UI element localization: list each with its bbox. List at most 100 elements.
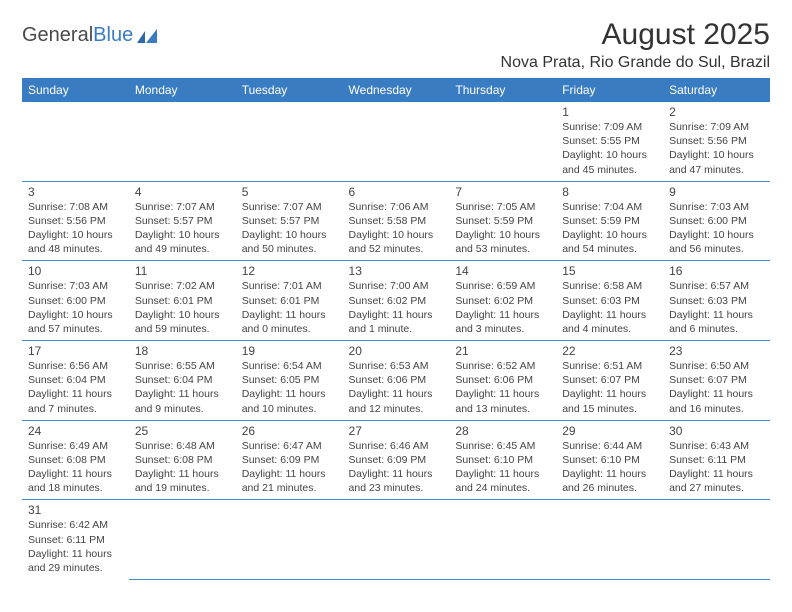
daylight-line: Daylight: 11 hours and 0 minutes.	[242, 308, 337, 336]
sunrise-line: Sunrise: 6:57 AM	[669, 279, 764, 293]
calendar-cell: 8Sunrise: 7:04 AMSunset: 5:59 PMDaylight…	[556, 181, 663, 261]
daylight-line: Daylight: 11 hours and 16 minutes.	[669, 387, 764, 415]
sunset-line: Sunset: 6:03 PM	[562, 294, 657, 308]
daylight-line: Daylight: 11 hours and 6 minutes.	[669, 308, 764, 336]
sunrise-line: Sunrise: 7:01 AM	[242, 279, 337, 293]
calendar-cell: 14Sunrise: 6:59 AMSunset: 6:02 PMDayligh…	[449, 261, 556, 341]
daylight-line: Daylight: 11 hours and 9 minutes.	[135, 387, 230, 415]
day-number: 3	[28, 185, 123, 199]
calendar-cell: 9Sunrise: 7:03 AMSunset: 6:00 PMDaylight…	[663, 181, 770, 261]
daylight-line: Daylight: 11 hours and 13 minutes.	[455, 387, 550, 415]
sunrise-line: Sunrise: 6:55 AM	[135, 359, 230, 373]
day-number: 31	[28, 503, 123, 517]
sunrise-line: Sunrise: 6:42 AM	[28, 518, 123, 532]
calendar-cell: 2Sunrise: 7:09 AMSunset: 5:56 PMDaylight…	[663, 102, 770, 181]
sunrise-line: Sunrise: 6:44 AM	[562, 439, 657, 453]
sunset-line: Sunset: 6:01 PM	[135, 294, 230, 308]
daylight-line: Daylight: 10 hours and 59 minutes.	[135, 308, 230, 336]
calendar-cell-empty	[22, 102, 129, 181]
daylight-line: Daylight: 11 hours and 12 minutes.	[349, 387, 444, 415]
logo: GeneralBlue	[22, 24, 159, 47]
sunset-line: Sunset: 5:59 PM	[562, 214, 657, 228]
calendar-cell: 30Sunrise: 6:43 AMSunset: 6:11 PMDayligh…	[663, 420, 770, 500]
sunrise-line: Sunrise: 7:05 AM	[455, 200, 550, 214]
day-number: 16	[669, 264, 764, 278]
daylight-line: Daylight: 10 hours and 48 minutes.	[28, 228, 123, 256]
calendar-cell: 3Sunrise: 7:08 AMSunset: 5:56 PMDaylight…	[22, 181, 129, 261]
daylight-line: Daylight: 11 hours and 1 minute.	[349, 308, 444, 336]
logo-text-2: Blue	[93, 24, 133, 46]
calendar-cell: 19Sunrise: 6:54 AMSunset: 6:05 PMDayligh…	[236, 341, 343, 421]
calendar-cell: 25Sunrise: 6:48 AMSunset: 6:08 PMDayligh…	[129, 420, 236, 500]
day-number: 10	[28, 264, 123, 278]
sunrise-line: Sunrise: 7:02 AM	[135, 279, 230, 293]
sunrise-line: Sunrise: 6:50 AM	[669, 359, 764, 373]
sunset-line: Sunset: 6:04 PM	[135, 373, 230, 387]
sunrise-line: Sunrise: 6:43 AM	[669, 439, 764, 453]
daylight-line: Daylight: 11 hours and 27 minutes.	[669, 467, 764, 495]
sunrise-line: Sunrise: 7:03 AM	[669, 200, 764, 214]
calendar-cell-empty	[129, 102, 236, 181]
sunrise-line: Sunrise: 7:09 AM	[562, 120, 657, 134]
day-header: Friday	[556, 78, 663, 102]
calendar-cell-empty	[343, 102, 450, 181]
day-number: 11	[135, 264, 230, 278]
daylight-line: Daylight: 11 hours and 10 minutes.	[242, 387, 337, 415]
calendar-cell: 22Sunrise: 6:51 AMSunset: 6:07 PMDayligh…	[556, 341, 663, 421]
daylight-line: Daylight: 10 hours and 50 minutes.	[242, 228, 337, 256]
calendar-cell: 17Sunrise: 6:56 AMSunset: 6:04 PMDayligh…	[22, 341, 129, 421]
calendar-cell: 18Sunrise: 6:55 AMSunset: 6:04 PMDayligh…	[129, 341, 236, 421]
sunrise-line: Sunrise: 6:58 AM	[562, 279, 657, 293]
calendar-cell: 24Sunrise: 6:49 AMSunset: 6:08 PMDayligh…	[22, 420, 129, 500]
calendar-cell: 21Sunrise: 6:52 AMSunset: 6:06 PMDayligh…	[449, 341, 556, 421]
day-number: 15	[562, 264, 657, 278]
daylight-line: Daylight: 11 hours and 15 minutes.	[562, 387, 657, 415]
calendar-cell: 15Sunrise: 6:58 AMSunset: 6:03 PMDayligh…	[556, 261, 663, 341]
sunset-line: Sunset: 5:55 PM	[562, 134, 657, 148]
calendar-cell: 1Sunrise: 7:09 AMSunset: 5:55 PMDaylight…	[556, 102, 663, 181]
calendar-cell: 16Sunrise: 6:57 AMSunset: 6:03 PMDayligh…	[663, 261, 770, 341]
daylight-line: Daylight: 10 hours and 53 minutes.	[455, 228, 550, 256]
sunset-line: Sunset: 5:57 PM	[242, 214, 337, 228]
sunset-line: Sunset: 6:04 PM	[28, 373, 123, 387]
calendar-cell: 6Sunrise: 7:06 AMSunset: 5:58 PMDaylight…	[343, 181, 450, 261]
sunrise-line: Sunrise: 6:46 AM	[349, 439, 444, 453]
page-title: August 2025	[501, 18, 770, 52]
day-number: 9	[669, 185, 764, 199]
day-header: Wednesday	[343, 78, 450, 102]
sunset-line: Sunset: 6:08 PM	[28, 453, 123, 467]
daylight-line: Daylight: 11 hours and 23 minutes.	[349, 467, 444, 495]
sunrise-line: Sunrise: 7:07 AM	[135, 200, 230, 214]
sunrise-line: Sunrise: 6:53 AM	[349, 359, 444, 373]
day-number: 24	[28, 424, 123, 438]
day-header: Thursday	[449, 78, 556, 102]
sunset-line: Sunset: 6:06 PM	[349, 373, 444, 387]
calendar-cell: 20Sunrise: 6:53 AMSunset: 6:06 PMDayligh…	[343, 341, 450, 421]
day-number: 28	[455, 424, 550, 438]
daylight-line: Daylight: 11 hours and 24 minutes.	[455, 467, 550, 495]
day-number: 23	[669, 344, 764, 358]
day-number: 14	[455, 264, 550, 278]
sunrise-line: Sunrise: 7:08 AM	[28, 200, 123, 214]
sunrise-line: Sunrise: 6:59 AM	[455, 279, 550, 293]
daylight-line: Daylight: 11 hours and 4 minutes.	[562, 308, 657, 336]
logo-text: GeneralBlue	[22, 24, 133, 47]
calendar-cell: 26Sunrise: 6:47 AMSunset: 6:09 PMDayligh…	[236, 420, 343, 500]
sunset-line: Sunset: 6:03 PM	[669, 294, 764, 308]
calendar-body: 1Sunrise: 7:09 AMSunset: 5:55 PM Daylight…	[22, 102, 770, 579]
calendar-row: 1Sunrise: 7:09 AMSunset: 5:55 PMDaylight…	[22, 102, 770, 181]
calendar-cell-empty	[663, 500, 770, 579]
calendar-cell: 28Sunrise: 6:45 AMSunset: 6:10 PMDayligh…	[449, 420, 556, 500]
day-number: 2	[669, 105, 764, 119]
sunset-line: Sunset: 6:10 PM	[455, 453, 550, 467]
sunrise-line: Sunrise: 7:04 AM	[562, 200, 657, 214]
sunset-line: Sunset: 6:02 PM	[455, 294, 550, 308]
day-number: 26	[242, 424, 337, 438]
calendar-cell: 27Sunrise: 6:46 AMSunset: 6:09 PMDayligh…	[343, 420, 450, 500]
day-number: 19	[242, 344, 337, 358]
calendar-cell: 23Sunrise: 6:50 AMSunset: 6:07 PMDayligh…	[663, 341, 770, 421]
day-number: 1	[562, 105, 657, 119]
sunset-line: Sunset: 6:11 PM	[28, 533, 123, 547]
calendar-cell-empty	[449, 102, 556, 181]
day-number: 18	[135, 344, 230, 358]
